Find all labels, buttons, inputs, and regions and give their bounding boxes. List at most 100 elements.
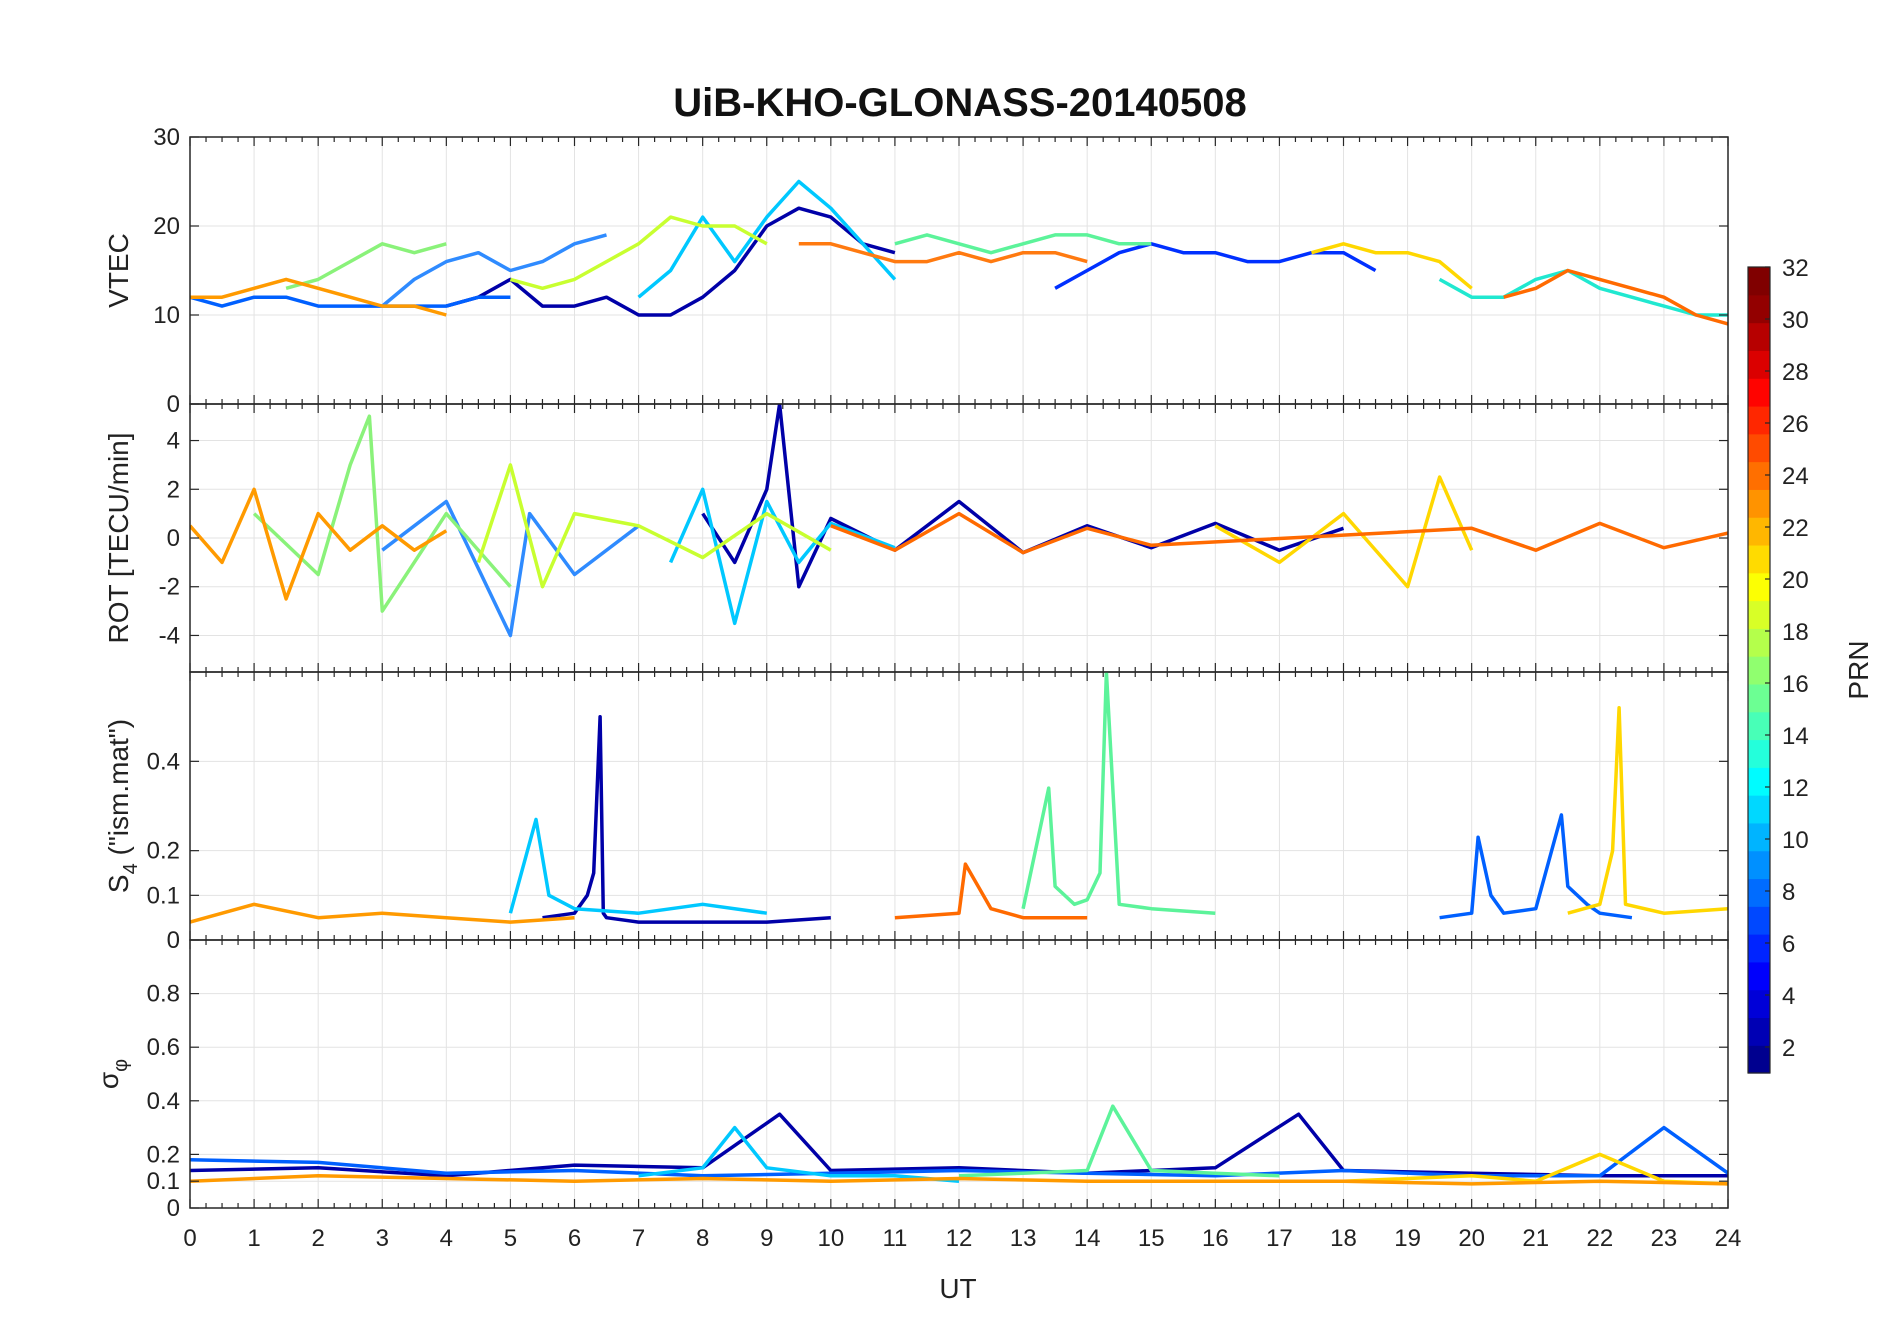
- x-tick-label: 24: [1715, 1225, 1742, 1252]
- series-line-prn-7: [190, 295, 511, 308]
- colorbar-tick-label: 30: [1782, 307, 1809, 334]
- colorbar-segment: [1748, 378, 1770, 407]
- series-line-prn-19: [509, 215, 768, 291]
- x-tick-label: 20: [1458, 1225, 1485, 1252]
- x-tick-label: 8: [696, 1225, 709, 1252]
- x-tick-label: 21: [1522, 1225, 1549, 1252]
- series-line-prn-21: [1311, 242, 1473, 290]
- x-tick-label: 1: [247, 1225, 260, 1252]
- panel-rot: -4 -2 0 2 4 ROT [TECU/min]: [103, 403, 1729, 673]
- panel-vtec: 0 10 20 30 VTEC: [103, 124, 1729, 418]
- colorbar-frame: [1747, 266, 1771, 1074]
- series-line-prn-21: [1214, 475, 1474, 589]
- series-line-prn-9: [381, 233, 607, 308]
- x-axis: 0 1 2 3 4 5 6 7 8 9 10 11 12 13 14 15 16 17 18 19 20 21 22 23 24: [183, 1225, 1741, 1252]
- colorbar-segment: [1748, 517, 1770, 546]
- x-tick-label: 5: [504, 1225, 517, 1252]
- colorbar-segment: [1748, 322, 1770, 351]
- colorbar-tick-label: 18: [1782, 619, 1809, 646]
- y-tick-label: 0: [167, 927, 180, 954]
- colorbar-segment: [1748, 461, 1770, 490]
- colorbar-segment: [1748, 989, 1770, 1019]
- series-line-prn-11: [668, 487, 896, 626]
- series-line-prn-2: [542, 714, 831, 924]
- colorbar-tick-label: 10: [1782, 827, 1809, 854]
- colorbar-segment: [1748, 489, 1770, 518]
- series-line-prn-25: [830, 511, 1728, 555]
- colorbar-tick-label: 12: [1782, 775, 1809, 802]
- colorbar-tick-label: 6: [1782, 931, 1795, 958]
- y-axis-label-vtec: VTEC: [103, 233, 134, 308]
- x-tick-label: 4: [440, 1225, 453, 1252]
- x-tick-label: 13: [1010, 1225, 1037, 1252]
- x-axis-label: UT: [939, 1273, 976, 1304]
- x-tick-label: 22: [1586, 1225, 1613, 1252]
- y-tick-label: -4: [159, 622, 180, 649]
- y-axis-label-sigma: σφ: [93, 1059, 132, 1089]
- series-line-prn-23: [190, 1174, 1728, 1186]
- y-tick-label: 0.1: [147, 1168, 180, 1195]
- colorbar-tick-label: 16: [1782, 671, 1809, 698]
- y-tick-label: 0.8: [147, 981, 180, 1008]
- series-line-prn-5: [1054, 242, 1377, 290]
- x-tick-label: 2: [311, 1225, 324, 1252]
- series-line-prn-9: [381, 499, 640, 638]
- series-group: [190, 1104, 1728, 1186]
- colorbar-tick-label: 28: [1782, 359, 1809, 386]
- series-line-prn-23: [190, 487, 448, 601]
- x-tick-label: 6: [568, 1225, 581, 1252]
- series-line-prn-25: [894, 862, 1088, 920]
- y-tick-label: 0.4: [147, 1088, 180, 1115]
- colorbar-segment: [1748, 795, 1770, 824]
- x-tick-label: 23: [1651, 1225, 1678, 1252]
- y-tick-label: 0.2: [147, 838, 180, 865]
- colorbar-segment: [1748, 656, 1770, 685]
- colorbar-label: PRN: [1843, 640, 1874, 699]
- colorbar-segment: [1748, 600, 1770, 629]
- colorbar-tick-label: 20: [1782, 567, 1809, 594]
- colorbar-segment: [1748, 1017, 1770, 1046]
- colorbar-tick-label: 4: [1782, 983, 1795, 1010]
- y-tick-label: 2: [167, 476, 180, 503]
- colorbar-segment: [1748, 267, 1770, 296]
- y-tick-label: 0.1: [147, 882, 180, 909]
- y-tick-label: 0: [167, 391, 180, 418]
- x-tick-label: 12: [946, 1225, 973, 1252]
- series-line-prn-11: [637, 179, 897, 299]
- colorbar-tick-label: 32: [1782, 255, 1809, 282]
- series-line-prn-17: [252, 414, 512, 613]
- x-tick-label: 3: [376, 1225, 389, 1252]
- y-tick-label: 30: [153, 124, 180, 151]
- x-tick-label: 0: [183, 1225, 196, 1252]
- series-line-prn-17: [285, 242, 447, 290]
- x-tick-label: 15: [1138, 1225, 1165, 1252]
- colorbar-segment: [1748, 961, 1770, 991]
- x-tick-label: 17: [1266, 1225, 1293, 1252]
- y-tick-label: 4: [167, 428, 180, 455]
- y-tick-label: 0.6: [147, 1034, 180, 1061]
- x-tick-label: 19: [1394, 1225, 1421, 1252]
- figure-title: UiB-KHO-GLONASS-20140508: [673, 81, 1247, 125]
- colorbar-segment: [1748, 628, 1770, 657]
- colorbar-segment: [1748, 711, 1770, 741]
- panel-s4: 0 0.1 0.2 0.4S4 ("ism.mat"): [103, 671, 1729, 954]
- y-axis-label-rot: ROT [TECU/min]: [103, 432, 134, 643]
- series-line-prn-2: [701, 404, 1345, 589]
- series-line-prn-24: [798, 242, 1088, 264]
- y-tick-label: 0.4: [147, 748, 180, 775]
- x-tick-label: 18: [1330, 1225, 1357, 1252]
- x-tick-label: 10: [817, 1225, 844, 1252]
- colorbar-segment: [1748, 350, 1770, 379]
- colorbar-tick-label: 2: [1782, 1035, 1795, 1062]
- series-group: [190, 672, 1728, 924]
- y-tick-label: 0.2: [147, 1141, 180, 1168]
- colorbar-segment: [1748, 1045, 1770, 1074]
- colorbar-segment: [1748, 767, 1770, 796]
- y-tick-label: 0: [167, 525, 180, 552]
- colorbar-segment: [1748, 934, 1770, 963]
- series-line-prn-2: [445, 206, 896, 317]
- series-group: [190, 179, 1728, 326]
- x-tick-label: 9: [760, 1225, 773, 1252]
- y-tick-label: 0: [167, 1195, 180, 1222]
